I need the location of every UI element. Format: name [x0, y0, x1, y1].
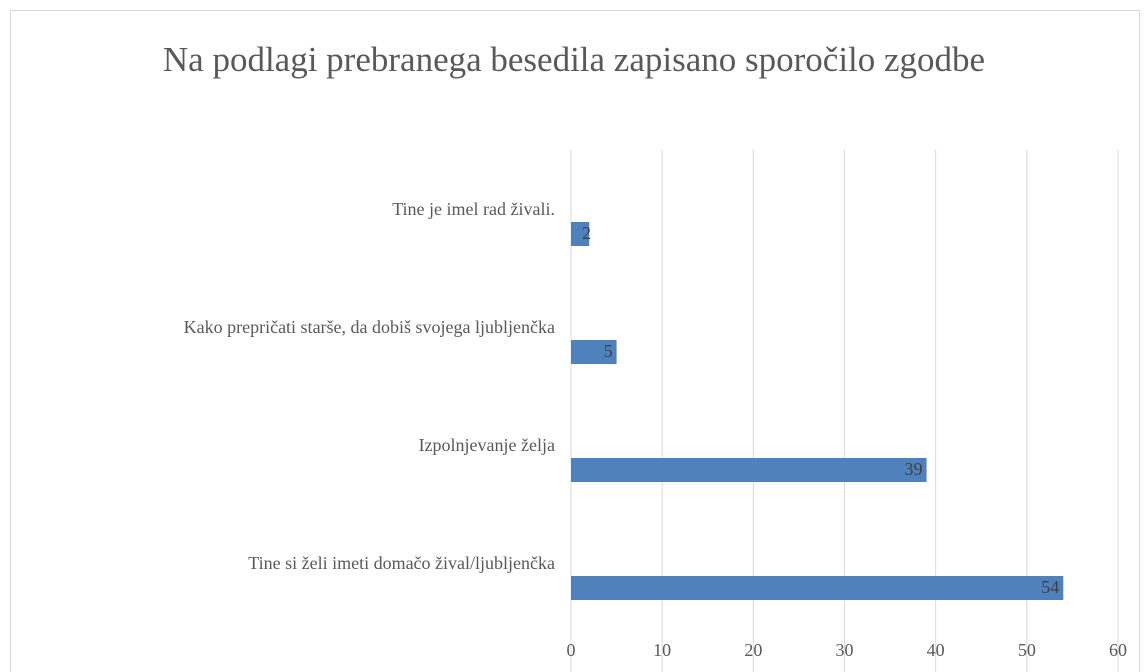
x-tick-label: 50: [1018, 640, 1036, 660]
y-tick-label: Kako prepričati starše, da dobiš svojega…: [184, 317, 555, 337]
data-label: 2: [582, 223, 591, 243]
y-tick-label: Tine si želi imeti domačo žival/ljubljen…: [248, 553, 555, 573]
y-tick-label: Tine je imel rad živali.: [392, 199, 555, 219]
data-label: 5: [604, 341, 613, 361]
x-tick-label: 20: [744, 640, 762, 660]
x-tick-label: 0: [567, 640, 576, 660]
data-label: 39: [905, 459, 923, 479]
x-tick-label: 10: [653, 640, 671, 660]
x-tick-label: 40: [927, 640, 945, 660]
bar: [571, 576, 1064, 600]
bar: [571, 458, 927, 482]
data-label: 54: [1041, 577, 1059, 597]
chart-title: Na podlagi prebranega besedila zapisano …: [162, 40, 986, 79]
y-tick-label: Izpolnjevanje želja: [419, 435, 555, 455]
bar: [571, 222, 590, 246]
bar: [571, 340, 617, 364]
chart-border: [10, 10, 1140, 672]
x-tick-label: 60: [1109, 640, 1127, 660]
x-tick-label: 30: [836, 640, 854, 660]
